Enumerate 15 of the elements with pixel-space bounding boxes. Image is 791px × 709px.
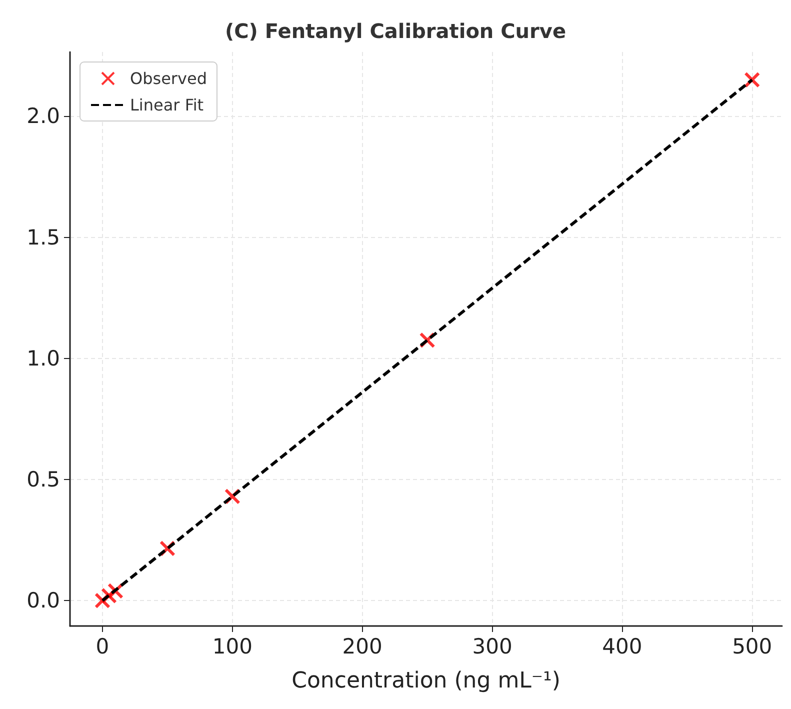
chart-title: (C) Fentanyl Calibration Curve [224, 19, 566, 43]
x-tick-label: 400 [602, 634, 642, 658]
x-tick-label: 200 [342, 634, 382, 658]
x-axis-title: Concentration (ng mL⁻¹) [292, 668, 560, 694]
x-tick-label: 100 [212, 634, 252, 658]
x-tick-label: 500 [732, 634, 772, 658]
legend-label: Observed [130, 69, 207, 88]
y-tick-label: 0.0 [26, 588, 60, 613]
y-tick-label: 1.5 [26, 225, 60, 250]
legend-label: Linear Fit [130, 96, 204, 114]
y-tick-label: 1.0 [26, 346, 60, 370]
y-tick-label: 2.0 [26, 104, 60, 128]
x-tick-label: 0 [96, 634, 110, 658]
y-tick-label: 0.5 [26, 467, 60, 492]
x-tick-label: 300 [472, 634, 512, 658]
